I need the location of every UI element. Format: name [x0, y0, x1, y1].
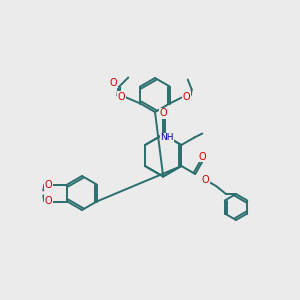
Text: O: O	[110, 77, 117, 88]
Text: O: O	[183, 92, 190, 101]
Text: O: O	[198, 152, 206, 162]
Text: O: O	[44, 196, 52, 206]
Text: NH: NH	[160, 133, 174, 142]
Text: O: O	[159, 109, 167, 118]
Text: O: O	[202, 175, 209, 185]
Text: O: O	[44, 179, 52, 190]
Text: O: O	[118, 92, 125, 101]
